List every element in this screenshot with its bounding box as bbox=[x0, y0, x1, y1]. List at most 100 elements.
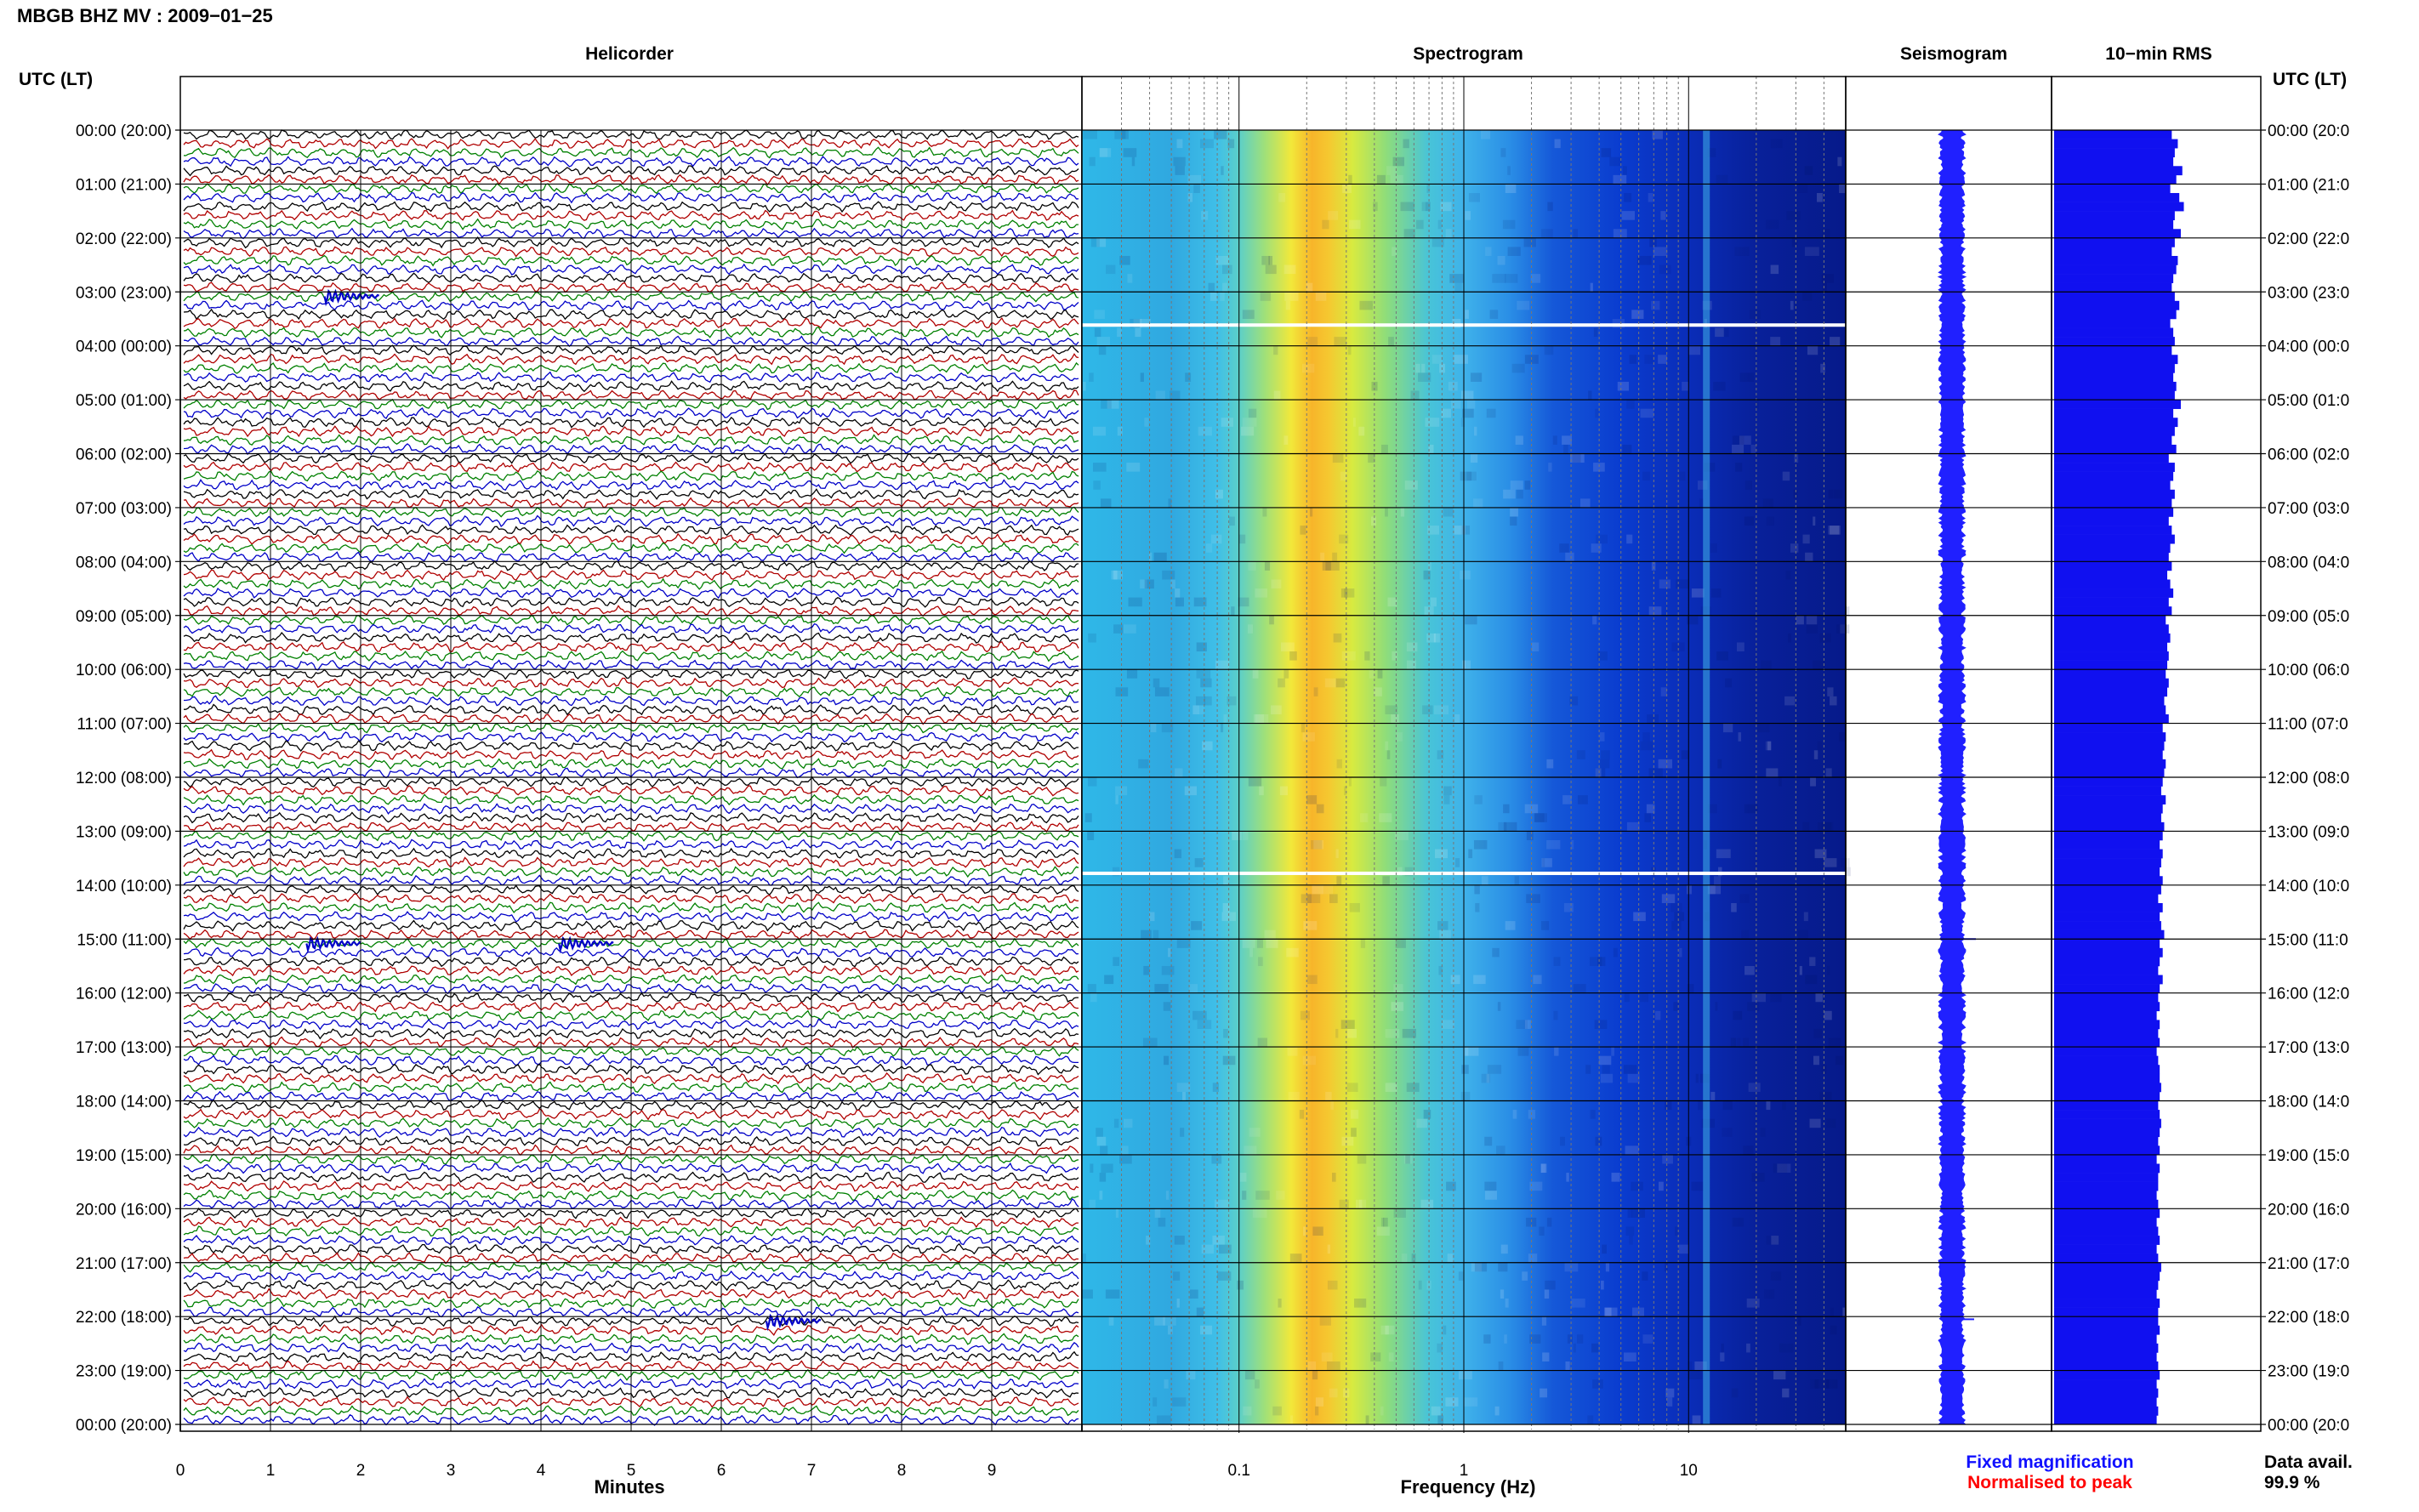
spectrogram-cell bbox=[1126, 463, 1141, 472]
spectrogram-cell bbox=[1339, 1199, 1349, 1209]
spectrogram-cell bbox=[1819, 1091, 1832, 1101]
spectrogram-cell bbox=[1222, 282, 1227, 293]
spectrogram-cell bbox=[1115, 687, 1129, 696]
spectrogram-cell bbox=[1765, 741, 1772, 751]
spectrogram-cell bbox=[1710, 543, 1717, 553]
spectrogram-cell bbox=[1373, 202, 1378, 212]
rms-bar bbox=[2054, 1002, 2160, 1012]
spectrogram-cell bbox=[1739, 372, 1755, 382]
spectrogram-cell bbox=[1446, 1181, 1456, 1191]
spectrogram-cell bbox=[1443, 1325, 1447, 1335]
spectrogram-cell bbox=[1624, 992, 1630, 1003]
spectrogram-cell bbox=[1483, 1334, 1491, 1344]
spectrogram-cell bbox=[1665, 1262, 1668, 1272]
spectrogram-cell bbox=[1595, 408, 1599, 418]
rms-bar bbox=[2054, 1325, 2160, 1335]
rms-bar bbox=[2054, 597, 2169, 607]
rms-bar bbox=[2054, 400, 2181, 409]
spectrogram-cell bbox=[1426, 184, 1431, 193]
spectrogram-cell bbox=[1528, 1253, 1538, 1263]
spectrogram-cell bbox=[1716, 174, 1728, 185]
spectrogram-cell bbox=[1573, 984, 1586, 993]
spectrogram-cell bbox=[1830, 1307, 1834, 1317]
spectrogram-cell bbox=[1090, 237, 1100, 247]
rms-bar bbox=[2054, 723, 2163, 733]
spectrogram-cell bbox=[1427, 526, 1440, 535]
spectrogram-cell bbox=[1810, 1379, 1819, 1389]
rms-bar bbox=[2054, 327, 2174, 338]
spectrogram-cell bbox=[1836, 624, 1850, 634]
spectrogram-cell bbox=[1760, 660, 1772, 670]
spectrogram-cell bbox=[1779, 1343, 1794, 1353]
spectrogram-cell bbox=[1773, 1370, 1786, 1380]
spectrogram-cell bbox=[1426, 633, 1436, 643]
spectrogram-cell bbox=[1830, 1325, 1837, 1335]
spectrogram-cell bbox=[1464, 1397, 1478, 1407]
spectrogram-cell bbox=[1563, 902, 1574, 912]
spectrogram-cell bbox=[1464, 1047, 1469, 1056]
spectrogram-cell bbox=[1565, 1361, 1570, 1371]
rms-bar bbox=[2054, 831, 2163, 841]
spectrogram-cell bbox=[1790, 300, 1794, 310]
rms-bar bbox=[2054, 435, 2172, 446]
spectrogram-cell bbox=[1516, 1020, 1528, 1029]
spectrogram-cell bbox=[1597, 957, 1606, 966]
spectrogram-cell bbox=[1096, 237, 1107, 247]
spectrogram-cell bbox=[1200, 678, 1212, 688]
spectrogram-cell bbox=[1802, 821, 1810, 832]
spectrogram-cell bbox=[1642, 1334, 1653, 1344]
rms-bar bbox=[2054, 821, 2165, 832]
spectrogram-cell bbox=[1115, 1208, 1119, 1218]
left-time-label: 02:00 (22:00) bbox=[76, 230, 172, 248]
rms-bar bbox=[2054, 678, 2169, 688]
spectrogram-cell bbox=[1441, 1020, 1454, 1029]
spectrogram-cell bbox=[1360, 939, 1366, 948]
spectrogram-cell bbox=[1238, 597, 1249, 607]
spectrogram-cell bbox=[1431, 1406, 1441, 1416]
spectrogram-cell bbox=[1380, 1325, 1395, 1335]
spectrogram-cell bbox=[1242, 418, 1257, 427]
spectrogram-cell bbox=[1395, 939, 1406, 948]
helicorder-x-tick-label: 1 bbox=[266, 1462, 276, 1480]
spectrogram-cell bbox=[1392, 651, 1397, 661]
spectrogram-cell bbox=[1661, 894, 1676, 903]
spectrogram-cell bbox=[1647, 714, 1659, 724]
right-time-label: 17:00 (13:0 bbox=[2268, 1039, 2349, 1057]
spectrogram-cell bbox=[1679, 471, 1686, 481]
spectrogram-cell bbox=[1717, 759, 1722, 769]
spectrogram-cell bbox=[1710, 1091, 1716, 1101]
right-time-label: 10:00 (06:0 bbox=[2268, 662, 2349, 679]
spectrogram-cell bbox=[1679, 947, 1682, 958]
spectrogram-cell bbox=[1722, 1128, 1733, 1137]
spectrogram-cell bbox=[1470, 453, 1478, 463]
spectrogram-cell bbox=[1517, 300, 1530, 310]
spectrogram-cell bbox=[1264, 929, 1276, 940]
spectrogram-cell bbox=[1631, 1181, 1643, 1191]
spectrogram-cell bbox=[1396, 732, 1403, 742]
right-time-label: 07:00 (03:0 bbox=[2268, 500, 2349, 518]
spectrogram-cell bbox=[1514, 876, 1519, 885]
spectrogram-cell bbox=[1156, 1415, 1171, 1424]
spectrogram-cell bbox=[1827, 965, 1830, 975]
spectrogram-cell bbox=[1383, 1217, 1388, 1227]
spectrogram-cell bbox=[1149, 912, 1155, 922]
spectrogram-cell bbox=[1287, 1047, 1298, 1056]
spectrogram-cell bbox=[1340, 588, 1348, 598]
spectrogram-cell bbox=[1232, 831, 1242, 840]
spectrogram-cell bbox=[1722, 1100, 1733, 1111]
spectrogram-cell bbox=[1660, 687, 1668, 696]
spectrogram-cell bbox=[1738, 732, 1742, 742]
spectrogram-cell bbox=[1227, 696, 1237, 706]
spectrogram-cell bbox=[1622, 444, 1632, 454]
rms-bar bbox=[2054, 453, 2169, 463]
spectrogram-cell bbox=[1180, 1128, 1185, 1137]
rms-bar bbox=[2054, 1199, 2159, 1209]
spectrogram-panel: 0.1 1 10 bbox=[1081, 76, 1858, 1480]
left-time-label: 11:00 (07:00) bbox=[77, 716, 172, 734]
spectrogram-cell bbox=[1146, 1236, 1151, 1245]
rms-bar bbox=[2054, 795, 2166, 805]
spectrogram-cell bbox=[1601, 148, 1612, 157]
rms-bar bbox=[2054, 130, 2172, 139]
spectrogram-cell bbox=[1197, 1020, 1212, 1029]
rms-bar bbox=[2054, 1128, 2160, 1138]
